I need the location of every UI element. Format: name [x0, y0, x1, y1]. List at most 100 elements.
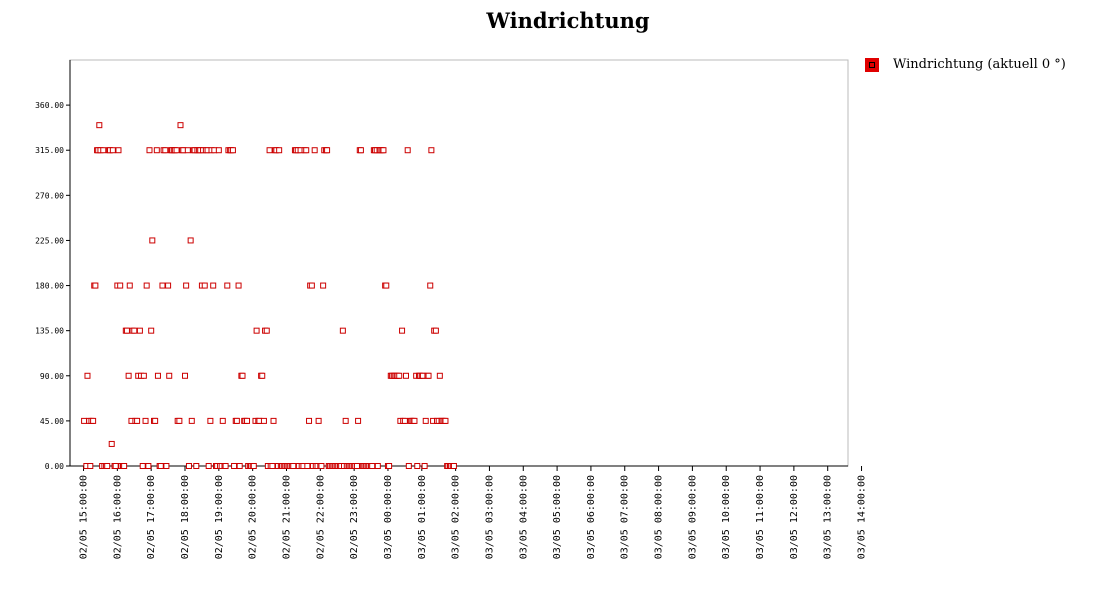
data-point [380, 147, 387, 154]
x-tick-label: 03/05 12:00:00 [789, 475, 800, 559]
x-tick-label: 03/05 02:00:00 [451, 475, 462, 559]
chart-title: Windrichtung [486, 8, 650, 33]
data-point [123, 327, 130, 334]
data-point [115, 147, 122, 154]
data-point [250, 463, 257, 469]
y-tick-label: 0.00 [45, 462, 64, 471]
data-point [146, 147, 153, 154]
data-point [411, 417, 418, 424]
x-tick-label: 02/05 23:00:00 [349, 475, 360, 559]
data-point [422, 417, 429, 424]
y-tick-label: 180.00 [35, 282, 64, 291]
data-point [404, 147, 411, 154]
data-point [386, 463, 393, 469]
x-tick-label: 02/05 15:00:00 [79, 475, 90, 559]
data-point [92, 282, 99, 289]
data-point [269, 463, 276, 469]
data-point [442, 417, 449, 424]
data-point [104, 463, 111, 469]
x-tick-label: 03/05 14:00:00 [857, 475, 868, 559]
data-point [304, 463, 311, 469]
data-point [342, 417, 349, 424]
data-point [136, 327, 143, 334]
data-point [126, 282, 133, 289]
data-point [215, 147, 222, 154]
data-point [253, 327, 260, 334]
x-tick-label: 03/05 09:00:00 [687, 475, 698, 559]
data-point [428, 147, 435, 154]
x-tick-label: 02/05 22:00:00 [315, 475, 326, 559]
data-point [157, 463, 164, 469]
data-point [396, 372, 403, 379]
data-point [427, 282, 434, 289]
data-point [403, 372, 410, 379]
data-point [270, 417, 277, 424]
data-point [374, 463, 381, 469]
data-point [112, 463, 119, 469]
data-point [100, 147, 107, 154]
y-tick-label: 315.00 [35, 146, 64, 155]
x-tick-label: 03/05 06:00:00 [586, 475, 597, 559]
data-point [184, 147, 191, 154]
x-tick-label: 02/05 18:00:00 [180, 475, 191, 559]
data-point [231, 463, 238, 469]
data-point [188, 417, 195, 424]
data-point [276, 147, 283, 154]
y-tick-label: 270.00 [35, 191, 64, 200]
data-point [320, 282, 327, 289]
data-point [84, 372, 91, 379]
data-point [383, 282, 390, 289]
legend-label: Windrichtung (aktuell 0 °) [893, 57, 1066, 72]
data-point [324, 147, 331, 154]
data-point [139, 463, 146, 469]
data-point [353, 463, 360, 469]
data-point [185, 463, 192, 469]
x-tick-label: 03/05 13:00:00 [823, 475, 834, 559]
x-tick-label: 03/05 04:00:00 [518, 475, 529, 559]
legend: Windrichtung (aktuell 0 °) [865, 57, 1066, 72]
data-point [87, 463, 94, 469]
data-point [149, 237, 156, 244]
data-point [81, 417, 88, 424]
data-point [224, 282, 231, 289]
data-point [162, 147, 169, 154]
data-point [183, 282, 190, 289]
data-point [308, 282, 315, 289]
data-point [369, 463, 376, 469]
data-point [187, 237, 194, 244]
y-tick-label: 135.00 [35, 327, 64, 336]
data-point [108, 440, 115, 447]
x-tick-label: 02/05 21:00:00 [281, 475, 292, 559]
data-point [425, 372, 432, 379]
data-point [432, 327, 439, 334]
data-point [315, 417, 322, 424]
data-point [207, 417, 214, 424]
data-point [219, 417, 226, 424]
data-point [233, 417, 240, 424]
data-point [90, 417, 97, 424]
data-point [121, 463, 128, 469]
data-point [205, 463, 212, 469]
data-point [125, 372, 132, 379]
data-point [239, 372, 246, 379]
data-point [339, 327, 346, 334]
data-point [154, 372, 161, 379]
y-tick-label: 225.00 [35, 236, 64, 245]
data-point [96, 122, 103, 129]
data-point [117, 282, 124, 289]
data-point [236, 463, 243, 469]
x-tick-label: 02/05 19:00:00 [214, 475, 225, 559]
data-point [176, 417, 183, 424]
x-tick-label: 03/05 03:00:00 [484, 475, 495, 559]
data-point [318, 463, 325, 469]
x-tick-label: 02/05 17:00:00 [146, 475, 157, 559]
data-point [142, 417, 149, 424]
data-point [182, 372, 189, 379]
y-tick-label: 90.00 [40, 372, 64, 381]
data-point [259, 372, 266, 379]
data-point [290, 463, 297, 469]
data-point [193, 463, 200, 469]
data-point [405, 463, 412, 469]
data-point [145, 463, 152, 469]
